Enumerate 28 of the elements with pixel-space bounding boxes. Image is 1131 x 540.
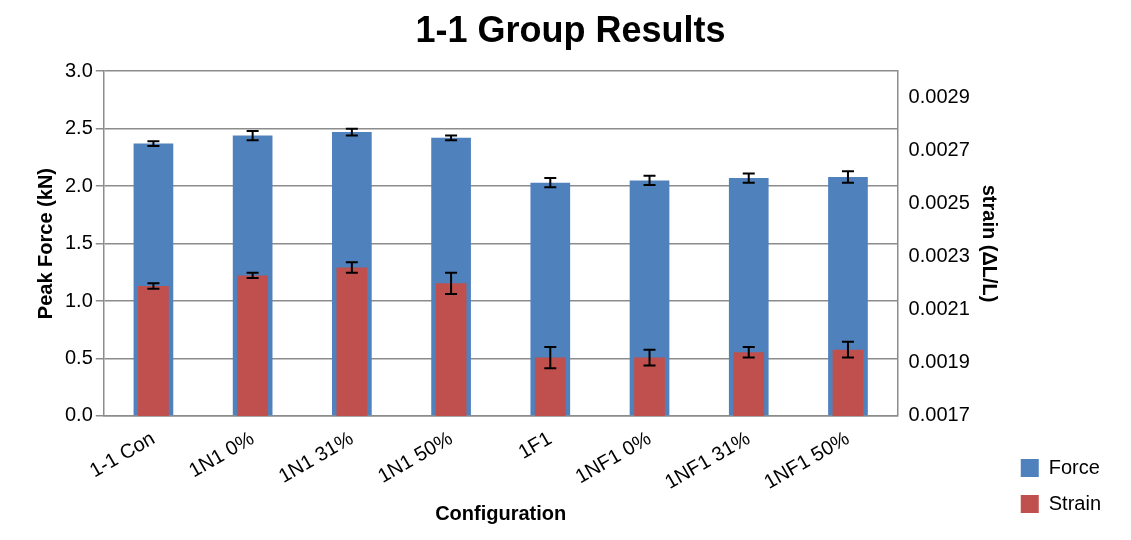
y-tick-label: 1.0 [64,288,93,311]
y-tick-label: 1.5 [64,231,93,254]
x-tick-label: 1NF1 50% [759,426,853,493]
y-tick-label: 0.5 [64,346,93,369]
chart-title: 1-1 Group Results [415,8,726,50]
y2-axis-title: strain (ΔL/L) [979,184,1002,303]
y2-tick-label: 0.0021 [908,297,970,320]
x-tick-label: 1N1 31% [274,426,357,487]
x-tick-label: 1N1 50% [373,426,457,487]
x-tick-label: 1-1 Con [85,426,159,482]
y-tick-label: 2.0 [64,173,93,196]
legend-label: Force [1048,455,1100,478]
x-axis-title: Configuration [435,501,567,524]
y-axis-title: Peak Force (kN) [33,168,56,320]
y-tick-label: 0.0 [64,403,93,426]
y2-tick-label: 0.0029 [908,85,970,108]
legend-label: Strain [1048,491,1101,514]
y2-tick-label: 0.0025 [908,191,970,214]
y-tick-label: 3.0 [64,58,93,81]
x-tick-label: 1F1 [514,426,556,463]
y-tick-label: 2.5 [64,116,93,139]
x-tick-label: 1NF1 31% [660,426,754,493]
y2-tick-label: 0.0019 [908,350,970,373]
y2-tick-label: 0.0027 [908,138,970,161]
x-tick-label: 1NF1 0% [571,426,655,488]
y2-tick-label: 0.0017 [908,403,970,426]
x-tick-label: 1N1 0% [184,426,258,482]
y2-tick-label: 0.0023 [908,244,970,267]
